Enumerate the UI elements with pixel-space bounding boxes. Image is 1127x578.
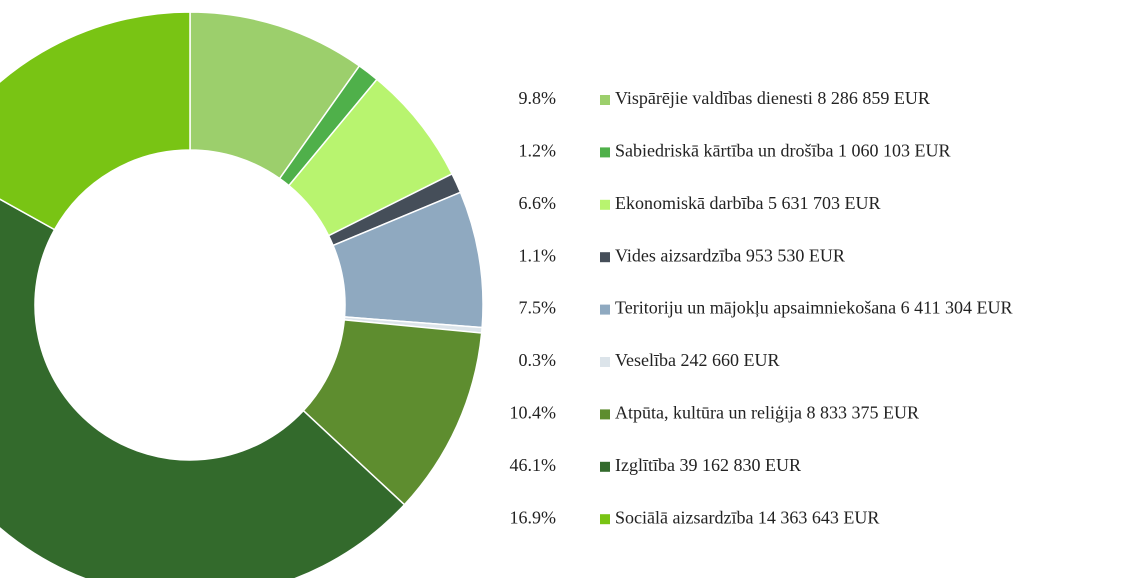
percent-label: 0.3% [519,350,557,370]
percent-label: 9.8% [519,88,557,108]
legend-swatch [600,95,610,105]
legend-label: Sociālā aizsardzība 14 363 643 EUR [615,507,879,527]
legend-label: Atpūta, kultūra un reliģija 8 833 375 EU… [615,403,919,423]
legend-swatch [600,409,610,420]
donut-slice [0,11,191,231]
percent-label: 16.9% [510,507,557,527]
legend-swatch [600,514,610,525]
percent-label: 46.1% [510,455,557,475]
legend-label: Sabiedriskā kārtība un drošība 1 060 103… [615,141,950,161]
legend-swatch [600,252,610,263]
percent-label: 1.1% [519,245,557,265]
percent-label: 1.2% [519,141,557,161]
legend-swatch [600,199,610,210]
legend-label: Ekonomiskā darbība 5 631 703 EUR [615,193,880,213]
percent-label: 6.6% [519,193,557,213]
donut-slice [0,198,406,578]
percent-label: 10.4% [510,403,557,423]
legend-swatch [600,357,610,367]
legend-label: Veselība 242 660 EUR [615,350,779,370]
legend-label: Vides aizsardzība 953 530 EUR [615,245,845,265]
legend-swatch [600,461,610,472]
legend-label: Vispārējie valdības dienesti 8 286 859 E… [615,88,930,108]
legend-label: Teritoriju un mājokļu apsaimniekošana 6 … [615,298,1013,318]
legend-label: Izglītība 39 162 830 EUR [615,455,801,475]
percent-label: 7.5% [519,298,557,318]
legend-swatch [600,304,610,315]
legend-swatch [600,147,610,158]
